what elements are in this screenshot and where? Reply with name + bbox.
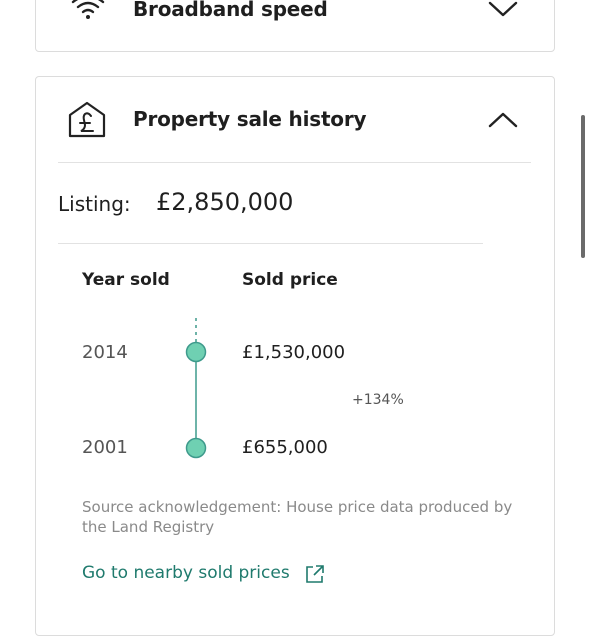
- scrollbar[interactable]: [581, 115, 585, 258]
- listing-price: £2,850,000: [156, 188, 294, 216]
- column-header: Sold price: [242, 270, 338, 290]
- chevron-down[interactable]: [487, 0, 519, 20]
- sale-price: £1,530,000: [242, 342, 346, 363]
- nearby-link[interactable]: Go to nearby sold prices: [82, 563, 290, 583]
- sale-price: £655,000: [242, 437, 328, 458]
- sale-history-card: [35, 76, 555, 636]
- chevron-up[interactable]: [487, 109, 519, 129]
- sale-year: 2014: [82, 342, 128, 363]
- sale-year: 2001: [82, 437, 128, 458]
- timeline: [185, 318, 207, 459]
- broadband-card[interactable]: [35, 0, 555, 52]
- source-note: Source acknowledgement: House price data…: [82, 498, 513, 536]
- page: Broadband speed Property sale history Li…: [35, 0, 585, 636]
- house-pound-icon: [68, 101, 106, 138]
- section-title[interactable]: Property sale history: [133, 107, 367, 131]
- divider: [58, 243, 483, 244]
- wifi-icon: [71, 0, 105, 19]
- listing-label: Listing:: [58, 192, 131, 216]
- divider: [58, 162, 531, 163]
- section-title[interactable]: Broadband speed: [133, 0, 328, 21]
- price-change: +134%: [352, 392, 404, 408]
- external-link-icon[interactable]: [304, 563, 326, 585]
- column-header: Year sold: [82, 270, 170, 290]
